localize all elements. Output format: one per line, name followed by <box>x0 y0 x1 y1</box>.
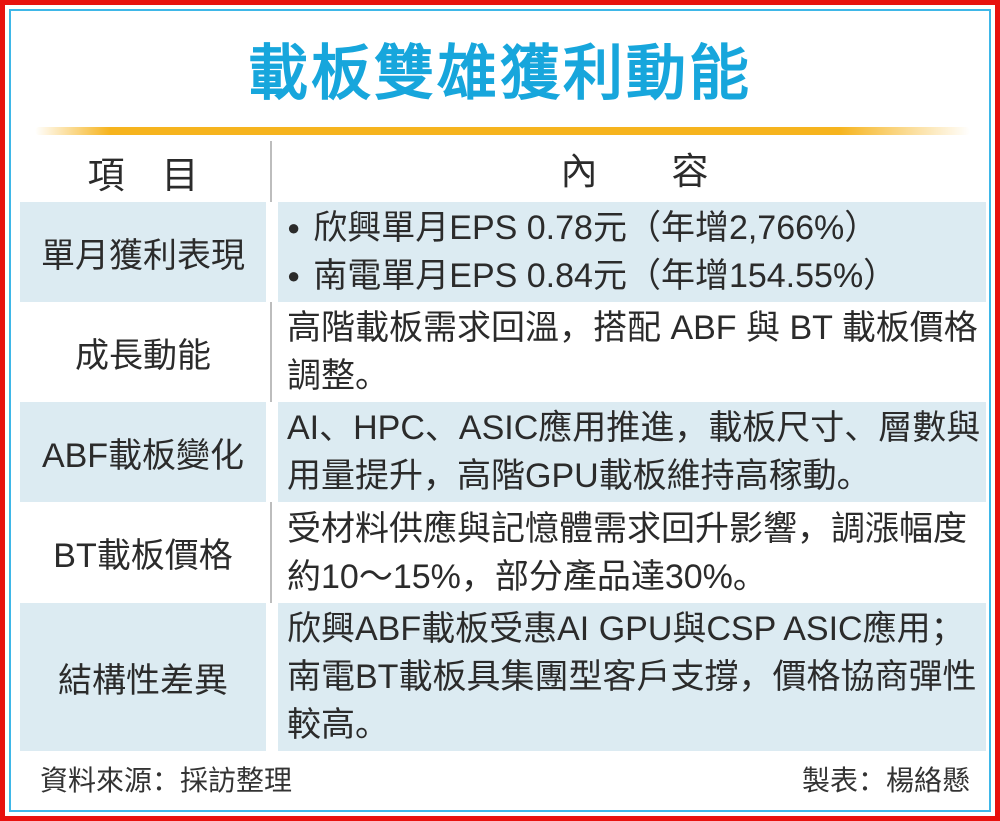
column-divider <box>266 402 278 502</box>
table-header-row: 項 目 內 容 <box>20 141 986 202</box>
row-content: 欣興ABF載板受惠AI GPU與CSP ASIC應用；南電BT載板具集團型客戶支… <box>278 603 986 751</box>
bullet-text: 欣興單月EPS 0.78元（年增2,766%） <box>313 209 879 247</box>
row-content: ● 欣興單月EPS 0.78元（年增2,766%） ● 南電單月EPS 0.84… <box>278 202 986 302</box>
footer: 資料來源：採訪整理 製表：楊絡懸 <box>40 759 970 799</box>
table-row: ABF載板變化 AI、HPC、ASIC應用推進，載板尺寸、層數與用量提升，高階G… <box>20 402 986 502</box>
row-label: ABF載板變化 <box>20 402 266 502</box>
bullet-icon: ● <box>287 215 301 240</box>
bullet-item: ● 南電單月EPS 0.84元（年增154.55%） <box>287 252 897 300</box>
table-row: 成長動能 高階載板需求回溫，搭配 ABF 與 BT 載板價格調整。 <box>20 302 986 402</box>
row-label: BT載板價格 <box>53 537 233 575</box>
table-row: BT載板價格 受材料供應與記憶體需求回升影響，調漲幅度約10～15%，部分產品達… <box>20 502 986 603</box>
bullet-item: ● 欣興單月EPS 0.78元（年增2,766%） <box>287 204 897 252</box>
row-content: 受材料供應與記憶體需求回升影響，調漲幅度約10～15%，部分產品達30%。 <box>287 509 967 596</box>
row-content: 高階載板需求回溫，搭配 ABF 與 BT 載板價格調整。 <box>287 309 978 395</box>
page-title: 載板雙雄獲利動能 <box>248 40 752 107</box>
column-divider <box>266 603 278 751</box>
table-row: 單月獲利表現 ● 欣興單月EPS 0.78元（年增2,766%） ● 南電單月E… <box>20 202 986 302</box>
table-row: 結構性差異 欣興ABF載板受惠AI GPU與CSP ASIC應用；南電BT載板具… <box>20 603 986 751</box>
data-table: 項 目 內 容 單月獲利表現 ● 欣興單月EPS 0.78元（年增2,766%）… <box>20 141 986 751</box>
column-divider <box>266 502 278 603</box>
column-header-item: 項 目 <box>87 154 199 196</box>
row-content: AI、HPC、ASIC應用推進，載板尺寸、層數與用量提升，高階GPU載板維持高稼… <box>278 402 986 502</box>
column-header-content: 內 容 <box>560 150 709 192</box>
credit-note: 製表：楊絡懸 <box>801 765 970 796</box>
source-note: 資料來源：採訪整理 <box>40 765 293 796</box>
row-label: 單月獲利表現 <box>20 202 266 302</box>
column-divider <box>266 141 278 202</box>
bullet-text: 南電單月EPS 0.84元（年增154.55%） <box>313 257 898 295</box>
title-divider <box>35 127 970 135</box>
row-label: 結構性差異 <box>20 603 266 751</box>
column-divider <box>266 302 278 402</box>
column-divider <box>266 202 278 302</box>
row-label: 成長動能 <box>75 336 211 375</box>
bullet-icon: ● <box>287 263 301 288</box>
